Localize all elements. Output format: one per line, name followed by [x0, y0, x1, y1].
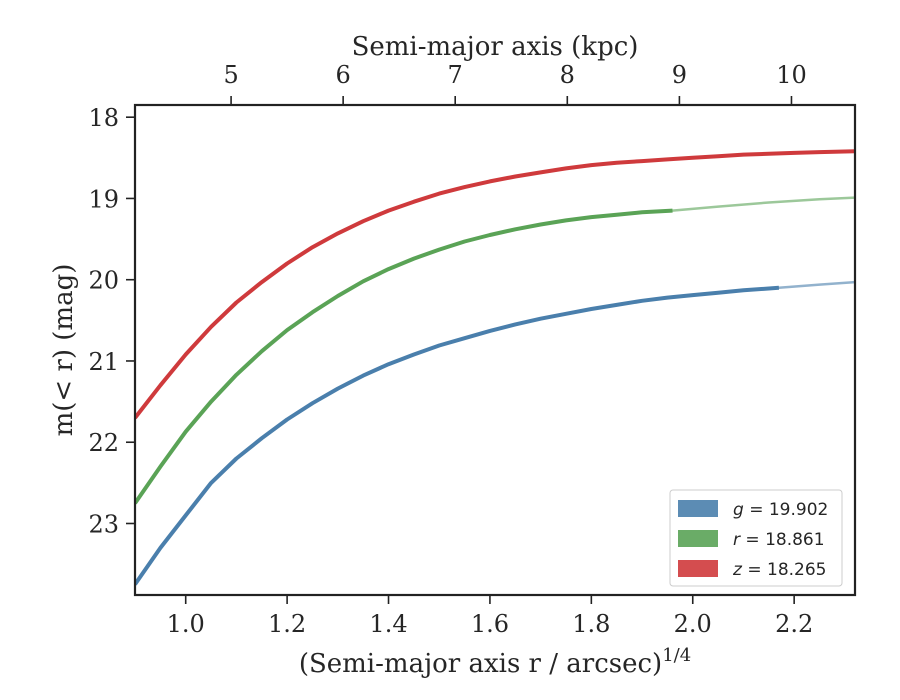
x-axis-title: (Semi-major axis r / arcsec)1/4 — [299, 645, 691, 679]
x-tick-label: 1.4 — [369, 610, 407, 638]
legend-value: 19.902 — [769, 500, 828, 520]
legend-label-r: r = 18.861 — [733, 530, 825, 550]
legend-swatch-g — [678, 500, 718, 517]
y-axis-title: m(< r) (mag) — [49, 264, 79, 437]
legend: g = 19.902 r = 18.861 z = 18.265 — [669, 489, 843, 587]
legend-equals: = — [744, 500, 769, 520]
x-axis-title-main: (Semi-major axis r / arcsec) — [299, 649, 662, 679]
top-tick-label: 7 — [448, 61, 463, 89]
top-tick-label: 9 — [672, 61, 687, 89]
y-tick-label: 23 — [88, 510, 119, 538]
x-axis-title-superscript: 1/4 — [662, 645, 691, 666]
legend-symbol: z — [732, 560, 743, 580]
top-axis: 5 6 7 8 9 10 — [223, 61, 807, 105]
x-tick-label: 1.6 — [471, 610, 509, 638]
legend-label-g: g = 19.902 — [733, 500, 828, 520]
series-z — [135, 149, 855, 420]
top-tick-label: 8 — [560, 61, 575, 89]
y-tick-label: 22 — [88, 429, 119, 457]
y-tick-label: 19 — [88, 185, 119, 213]
legend-symbol: g — [733, 500, 744, 520]
plot-frame — [133, 103, 857, 597]
top-tick-label: 6 — [336, 61, 351, 89]
legend-label-z: z = 18.265 — [732, 560, 826, 580]
y-tick-label: 18 — [88, 104, 119, 132]
legend-equals: = — [740, 530, 765, 550]
top-tick-label: 10 — [776, 61, 807, 89]
x-tick-label: 1.8 — [572, 610, 610, 638]
series-g-extrapolation-line — [777, 280, 855, 290]
legend-value: 18.861 — [765, 530, 824, 550]
top-tick-label: 5 — [223, 61, 238, 89]
top-axis-title: Semi-major axis (kpc) — [352, 32, 639, 62]
series-r — [135, 196, 855, 505]
x-tick-label: 1.0 — [167, 610, 205, 638]
x-tick-label: 2.0 — [674, 610, 712, 638]
series-g — [135, 280, 855, 586]
bottom-axis: 1.0 1.2 1.4 1.6 1.8 2.0 2.2 — [167, 595, 813, 638]
curves-layer — [135, 149, 855, 586]
series-z-line — [135, 149, 855, 420]
y-tick-label: 20 — [88, 267, 119, 295]
legend-swatch-r — [678, 530, 718, 547]
legend-items: g = 19.902 r = 18.861 z = 18.265 — [678, 500, 828, 580]
left-axis: 18 19 20 21 22 23 — [88, 104, 135, 538]
x-tick-label: 1.2 — [268, 610, 306, 638]
legend-swatch-z — [678, 560, 718, 577]
y-tick-label: 21 — [88, 348, 119, 376]
legend-value: 18.265 — [767, 560, 826, 580]
x-tick-label: 2.2 — [775, 610, 813, 638]
series-g-line — [135, 285, 780, 586]
legend-equals: = — [742, 560, 767, 580]
legend-symbol: r — [733, 530, 741, 550]
series-r-line — [135, 208, 673, 505]
series-r-extrapolation-line — [671, 196, 855, 212]
